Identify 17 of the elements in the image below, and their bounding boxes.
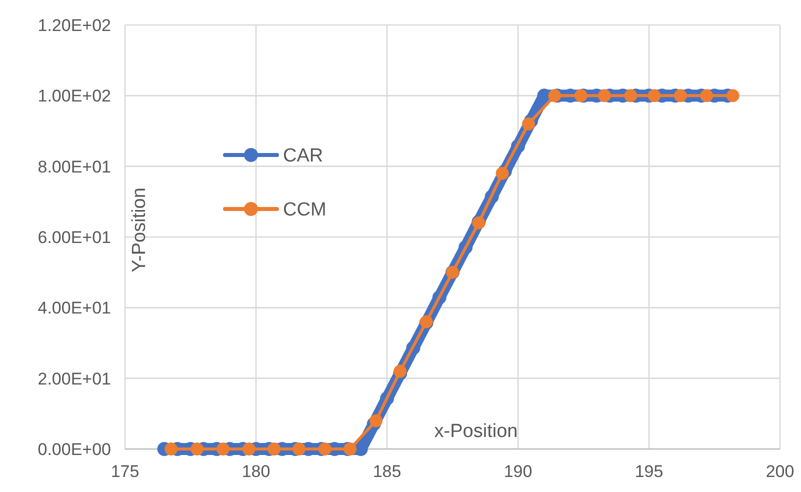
y-axis-title: Y-Position bbox=[129, 188, 150, 272]
y-tick-label: 1.20E+02 bbox=[38, 16, 111, 35]
y-tick-label: 1.00E+02 bbox=[38, 86, 111, 106]
y-tick-label: 2.00E+01 bbox=[38, 369, 111, 388]
y-tick-label: 0.00E+00 bbox=[38, 440, 111, 459]
x-tick-label: 190 bbox=[504, 462, 532, 481]
x-tick-label: 175 bbox=[110, 462, 140, 481]
x-tick-label: 185 bbox=[372, 462, 402, 481]
legend-label: CCM bbox=[283, 200, 326, 221]
legend-label: CAR bbox=[283, 146, 324, 167]
y-tick-label: 8.00E+01 bbox=[38, 157, 111, 176]
x-axis-title: x-Position bbox=[434, 421, 518, 442]
y-tick-label: 4.00E+01 bbox=[38, 298, 111, 318]
x-tick-label: 180 bbox=[242, 462, 270, 481]
y-tick-label: 6.00E+01 bbox=[38, 228, 111, 247]
x-tick-label: 200 bbox=[766, 462, 794, 481]
x-tick-label: 195 bbox=[634, 462, 664, 481]
